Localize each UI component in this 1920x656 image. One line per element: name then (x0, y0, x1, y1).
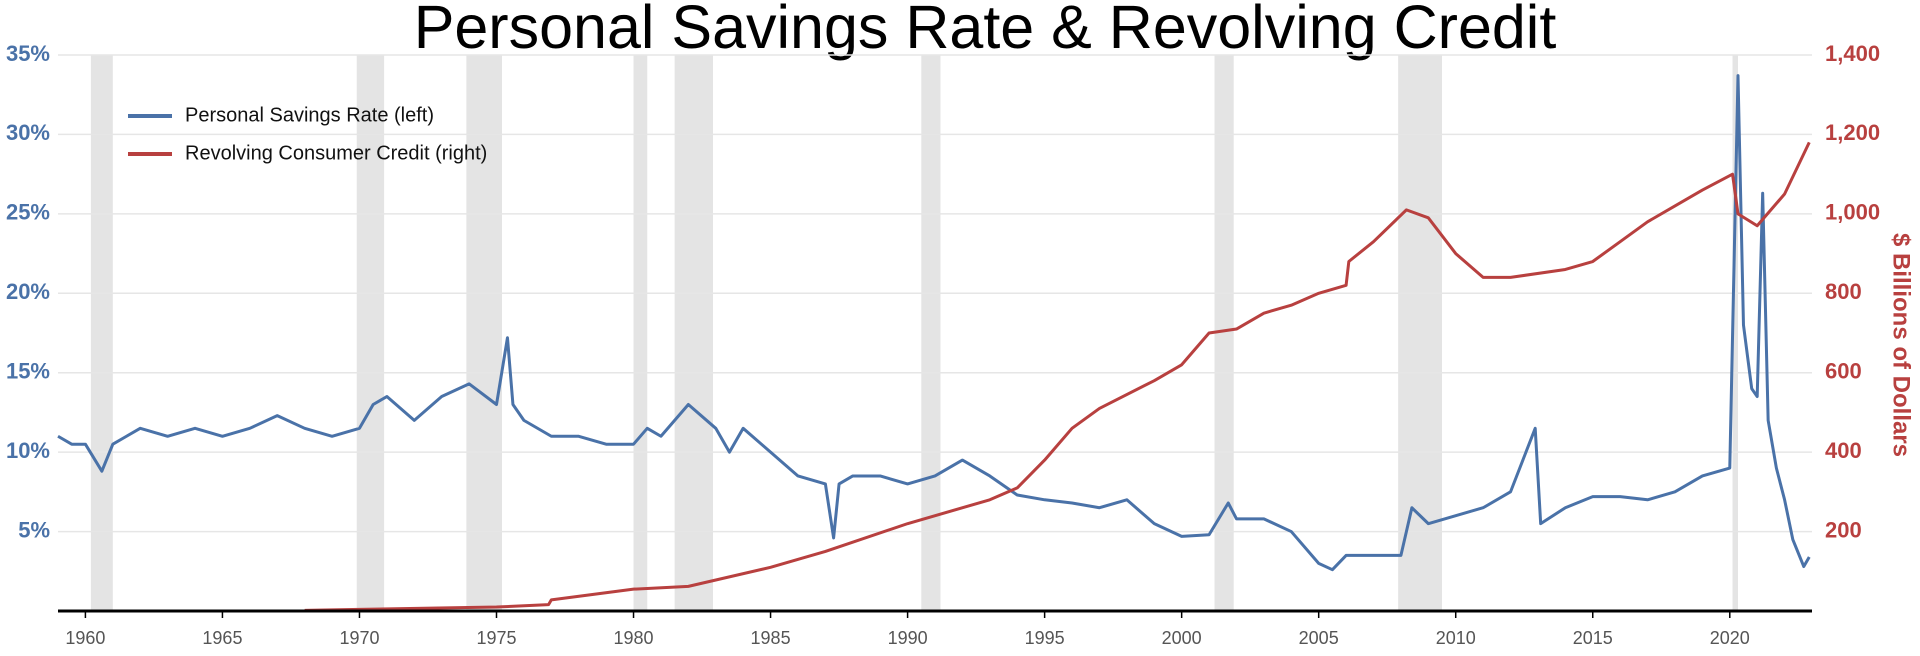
x-tick-label: 1975 (476, 628, 516, 648)
x-tick-label: 2010 (1436, 628, 1476, 648)
x-tick-label: 1965 (202, 628, 242, 648)
recession-band (633, 55, 648, 611)
recession-band (1214, 55, 1234, 611)
y2-tick-label: 1,400 (1825, 41, 1880, 66)
recession-band (1398, 55, 1443, 611)
y-tick-label: 15% (6, 359, 50, 384)
recession-band (356, 55, 385, 611)
x-tick-label: 1980 (614, 628, 654, 648)
y-tick-label: 20% (6, 279, 50, 304)
recession-band (90, 55, 113, 611)
recession-band (921, 55, 941, 611)
y2-tick-label: 800 (1825, 279, 1862, 304)
y-tick-label: 35% (6, 41, 50, 66)
x-tick-label: 2015 (1573, 628, 1613, 648)
y-tick-label: 10% (6, 438, 50, 463)
y2-tick-label: 400 (1825, 438, 1862, 463)
recession-band (674, 55, 714, 611)
x-tick-label: 1970 (339, 628, 379, 648)
y-tick-label: 5% (18, 517, 50, 542)
data-line (304, 141, 1811, 612)
data-line (57, 74, 1811, 572)
x-tick-label: 1995 (1025, 628, 1065, 648)
x-tick-label: 1990 (888, 628, 928, 648)
chart-title: Personal Savings Rate & Revolving Credit (414, 0, 1557, 61)
x-tick-label: 1985 (751, 628, 791, 648)
y-tick-label: 25% (6, 200, 50, 225)
y2-tick-label: 1,200 (1825, 120, 1880, 145)
x-tick-label: 2020 (1710, 628, 1750, 648)
legend-label: Revolving Consumer Credit (right) (185, 142, 487, 164)
y2-tick-label: 200 (1825, 517, 1862, 542)
y2-axis-label: $ Billions of Dollars (1888, 233, 1915, 457)
y2-tick-label: 600 (1825, 359, 1862, 384)
x-tick-label: 1960 (65, 628, 105, 648)
y-tick-label: 30% (6, 120, 50, 145)
recession-band (466, 55, 502, 611)
legend-label: Personal Savings Rate (left) (185, 104, 434, 126)
recession-band (1732, 55, 1739, 611)
y2-tick-label: 1,000 (1825, 200, 1880, 225)
x-tick-label: 2000 (1162, 628, 1202, 648)
x-tick-label: 2005 (1299, 628, 1339, 648)
